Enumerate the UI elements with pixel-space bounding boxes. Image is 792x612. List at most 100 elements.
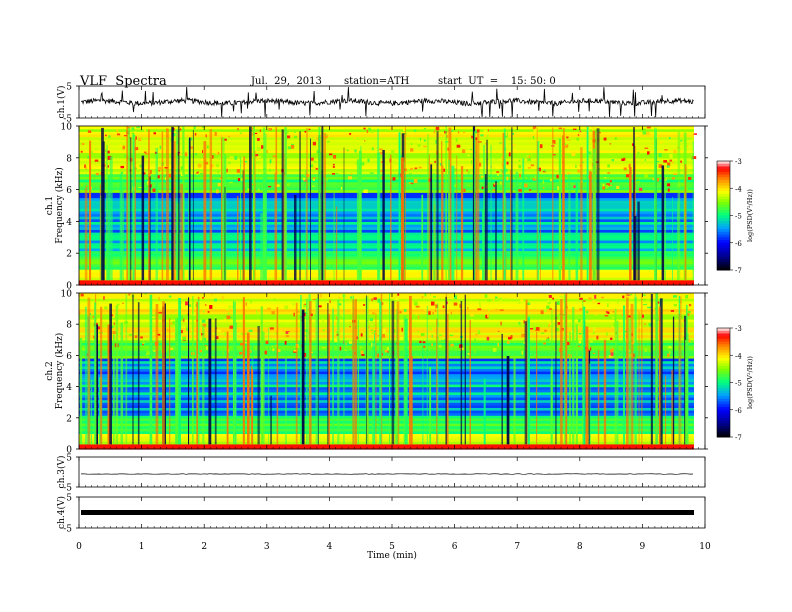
ch2-speckle <box>421 296 424 299</box>
ch1-speckle <box>537 167 541 172</box>
ch2-streak <box>268 327 270 445</box>
ch2-speckle <box>606 332 608 336</box>
xtick-label: 4 <box>327 542 333 552</box>
ch1-speckle <box>635 134 639 137</box>
ch1-speckle <box>403 127 405 132</box>
ch2-speckle <box>523 341 526 344</box>
ch2-speckle <box>541 339 543 342</box>
ch1-streak <box>294 195 297 281</box>
ch1-speckle <box>626 174 630 178</box>
ch1-speckle <box>367 158 370 163</box>
ch1-speckle <box>435 140 437 144</box>
ch2-speckle <box>293 350 297 353</box>
ch2-streak <box>680 296 682 445</box>
ch1-speckle <box>608 184 613 186</box>
ch1-speckle <box>269 168 271 172</box>
ch2-colorbar-cell <box>717 409 730 413</box>
ch2-speckle <box>211 293 213 296</box>
ch1-speckle <box>258 169 261 171</box>
ch2-streak <box>582 300 584 445</box>
ch1-freq-band <box>79 152 694 156</box>
ch2-speckle <box>250 300 252 304</box>
ch2-speckle <box>122 300 124 302</box>
ch1-speckle <box>363 189 367 193</box>
ch1-speckle <box>305 174 310 177</box>
ch1-speckle <box>228 135 230 138</box>
ch1-speckle <box>506 132 509 137</box>
ch1-speckle <box>120 171 124 174</box>
ch1-speckle <box>609 180 612 183</box>
ch1-speckle <box>312 141 316 146</box>
ch1-speckle <box>637 151 640 154</box>
ch1-speckle <box>609 143 612 145</box>
ch2-streak <box>445 296 447 445</box>
ch1-speckle <box>526 155 529 158</box>
ch1-streak <box>264 174 267 281</box>
ch1-speckle <box>194 182 197 185</box>
ch1-speckle <box>658 164 663 168</box>
ch2-streak <box>464 294 466 445</box>
ch2-colorbar-cell <box>717 328 730 332</box>
ch1-freq-band <box>79 218 694 222</box>
ch1-speckle <box>266 149 268 153</box>
ch2-speckle <box>371 298 373 302</box>
ch2-speckle <box>417 315 420 320</box>
ch2-freq-band <box>79 365 694 369</box>
ch1-freq-band <box>79 184 694 188</box>
ch1-speckle <box>454 168 457 172</box>
ch2-speckle <box>400 336 404 340</box>
ch1-speckle <box>424 139 426 142</box>
ch2-streak <box>155 304 159 445</box>
ch2-speckle <box>424 293 427 297</box>
ch1-speckle <box>349 133 352 135</box>
ch2-freq-band <box>79 334 694 338</box>
ch2-streak <box>575 324 578 445</box>
ch2-colorbar-cell <box>717 412 730 416</box>
ch1-freq-band <box>79 165 694 169</box>
ch2-speckle <box>487 299 491 302</box>
ch1-streak <box>182 126 185 281</box>
ch2-speckle <box>180 317 184 321</box>
ch1-speckle <box>566 172 571 175</box>
ch2-speckle <box>419 340 422 344</box>
ch1-speckle <box>287 146 292 150</box>
ch1-speckle <box>136 126 140 129</box>
ch1-speckle <box>605 184 609 189</box>
ch1-freq-band <box>79 224 694 228</box>
ch2-speckle <box>435 304 438 309</box>
ch2-speckle <box>284 340 287 345</box>
ch1-streak <box>404 126 406 281</box>
ch2-speckle <box>204 304 207 306</box>
ch2-speckle <box>377 334 379 337</box>
ch1-colorbar-cell <box>717 231 730 236</box>
ch2-freq-band <box>79 404 694 408</box>
ch2-speckle <box>578 333 582 335</box>
ch2-speckle <box>498 330 500 332</box>
ch1-streak <box>592 148 596 281</box>
ch1-streak <box>209 129 213 281</box>
ch1-streak <box>249 126 252 281</box>
ch1-streak <box>253 126 255 281</box>
ch1-speckle <box>91 150 93 154</box>
ch2-speckle <box>145 353 148 356</box>
ch1-speckle <box>144 129 146 133</box>
ch2-speckle <box>206 303 209 306</box>
ch2-speckle <box>351 309 353 313</box>
ch2-speckle <box>617 301 619 304</box>
ch2-speckle <box>610 337 613 340</box>
ch2-speckle <box>488 308 490 312</box>
ch1-freq-band <box>79 147 694 151</box>
ch1-streak <box>677 131 681 281</box>
ch2-speckle <box>285 335 289 338</box>
ch2-speckle <box>535 327 540 332</box>
ch1-speckle <box>418 166 422 169</box>
ch1-streak <box>343 147 345 281</box>
ch2-speckle <box>498 298 501 300</box>
ch2-colorbar-cell <box>717 347 730 351</box>
ch2-speckle <box>310 299 313 302</box>
ch2-speckle <box>523 320 525 324</box>
ch2-speckle <box>608 355 613 358</box>
ch2-speckle <box>612 311 615 313</box>
ch1-speckle <box>275 184 280 187</box>
ch2-speckle <box>556 301 560 305</box>
